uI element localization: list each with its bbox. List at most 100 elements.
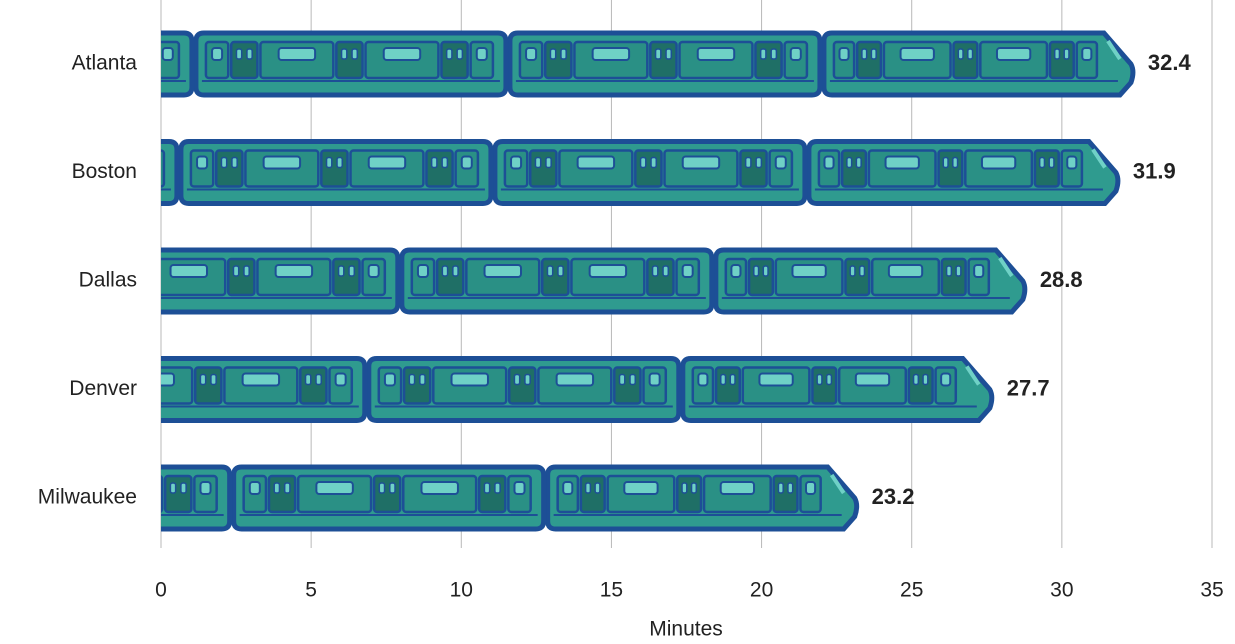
door-window bbox=[35, 266, 40, 276]
door-window bbox=[586, 483, 591, 493]
window bbox=[477, 48, 487, 60]
x-tick-label: 0 bbox=[155, 579, 167, 602]
window bbox=[22, 374, 32, 386]
window bbox=[557, 374, 593, 386]
door-window bbox=[337, 158, 342, 168]
car-panel bbox=[404, 368, 430, 404]
door-window bbox=[181, 483, 186, 493]
door-window bbox=[442, 158, 447, 168]
door-window bbox=[306, 375, 311, 385]
car-panel bbox=[581, 476, 605, 512]
car-panel bbox=[749, 259, 773, 295]
car-panel bbox=[333, 259, 359, 295]
door-window bbox=[771, 49, 776, 59]
car-panel bbox=[530, 151, 556, 187]
window bbox=[212, 48, 222, 60]
window bbox=[721, 482, 754, 494]
car-panel bbox=[509, 368, 535, 404]
door-window bbox=[2, 375, 7, 385]
x-axis-label: Minutes bbox=[649, 618, 723, 641]
x-tick-label: 25 bbox=[900, 579, 923, 602]
window bbox=[148, 157, 158, 169]
car-panel bbox=[0, 368, 12, 404]
door-window bbox=[956, 266, 961, 276]
car-panel bbox=[740, 151, 766, 187]
door-window bbox=[1055, 49, 1060, 59]
door-window bbox=[754, 266, 759, 276]
door-window bbox=[390, 483, 395, 493]
car-panel bbox=[321, 151, 347, 187]
car-panel bbox=[1050, 42, 1074, 78]
window bbox=[421, 482, 457, 494]
y-tick-label: Atlanta bbox=[72, 52, 138, 75]
window bbox=[941, 374, 950, 386]
door-window bbox=[285, 483, 290, 493]
car-panel bbox=[650, 42, 676, 78]
car-panel bbox=[909, 368, 933, 404]
window bbox=[200, 482, 210, 494]
value-label: 23.2 bbox=[872, 484, 915, 509]
car-panel bbox=[677, 476, 701, 512]
door-window bbox=[914, 375, 919, 385]
door-window bbox=[23, 158, 28, 168]
window bbox=[982, 157, 1015, 169]
door-window bbox=[1040, 158, 1045, 168]
door-window bbox=[730, 375, 735, 385]
door-window bbox=[339, 266, 344, 276]
car-panel bbox=[0, 259, 16, 295]
car-panel bbox=[426, 151, 452, 187]
window bbox=[418, 265, 428, 277]
door-window bbox=[666, 49, 671, 59]
door-window bbox=[663, 266, 668, 276]
door-window bbox=[763, 266, 768, 276]
door-window bbox=[232, 158, 237, 168]
window bbox=[624, 482, 657, 494]
train-car bbox=[0, 250, 84, 312]
window bbox=[889, 265, 922, 277]
car-panel bbox=[231, 42, 257, 78]
bar bbox=[0, 359, 992, 421]
car-panel bbox=[647, 259, 673, 295]
window bbox=[683, 265, 693, 277]
door-window bbox=[862, 49, 867, 59]
door-window bbox=[170, 483, 175, 493]
door-window bbox=[420, 375, 425, 385]
car-panel bbox=[216, 151, 242, 187]
door-window bbox=[38, 49, 43, 59]
car-panel bbox=[857, 42, 881, 78]
window bbox=[650, 374, 660, 386]
window bbox=[385, 374, 395, 386]
window bbox=[336, 374, 346, 386]
door-window bbox=[342, 49, 347, 59]
window bbox=[698, 374, 707, 386]
bar bbox=[0, 142, 1118, 204]
door-window bbox=[200, 375, 205, 385]
car-panel bbox=[165, 476, 191, 512]
door-window bbox=[447, 49, 452, 59]
window bbox=[485, 265, 521, 277]
train-car bbox=[0, 359, 51, 421]
window bbox=[886, 157, 919, 169]
car-panel bbox=[614, 368, 640, 404]
window bbox=[514, 482, 524, 494]
car-panel bbox=[716, 368, 740, 404]
x-tick-label: 30 bbox=[1050, 579, 1073, 602]
door-window bbox=[746, 158, 751, 168]
car-panel bbox=[842, 151, 866, 187]
window bbox=[511, 157, 521, 169]
door-window bbox=[860, 266, 865, 276]
window bbox=[264, 157, 300, 169]
door-window bbox=[558, 266, 563, 276]
car-panel bbox=[774, 476, 798, 512]
door-window bbox=[682, 483, 687, 493]
door-window bbox=[788, 483, 793, 493]
window bbox=[369, 265, 379, 277]
car-panel bbox=[195, 368, 221, 404]
door-window bbox=[656, 49, 661, 59]
door-window bbox=[211, 375, 216, 385]
door-window bbox=[274, 483, 279, 493]
window bbox=[593, 48, 629, 60]
car-panel bbox=[1035, 151, 1059, 187]
door-window bbox=[13, 158, 18, 168]
door-window bbox=[953, 158, 958, 168]
